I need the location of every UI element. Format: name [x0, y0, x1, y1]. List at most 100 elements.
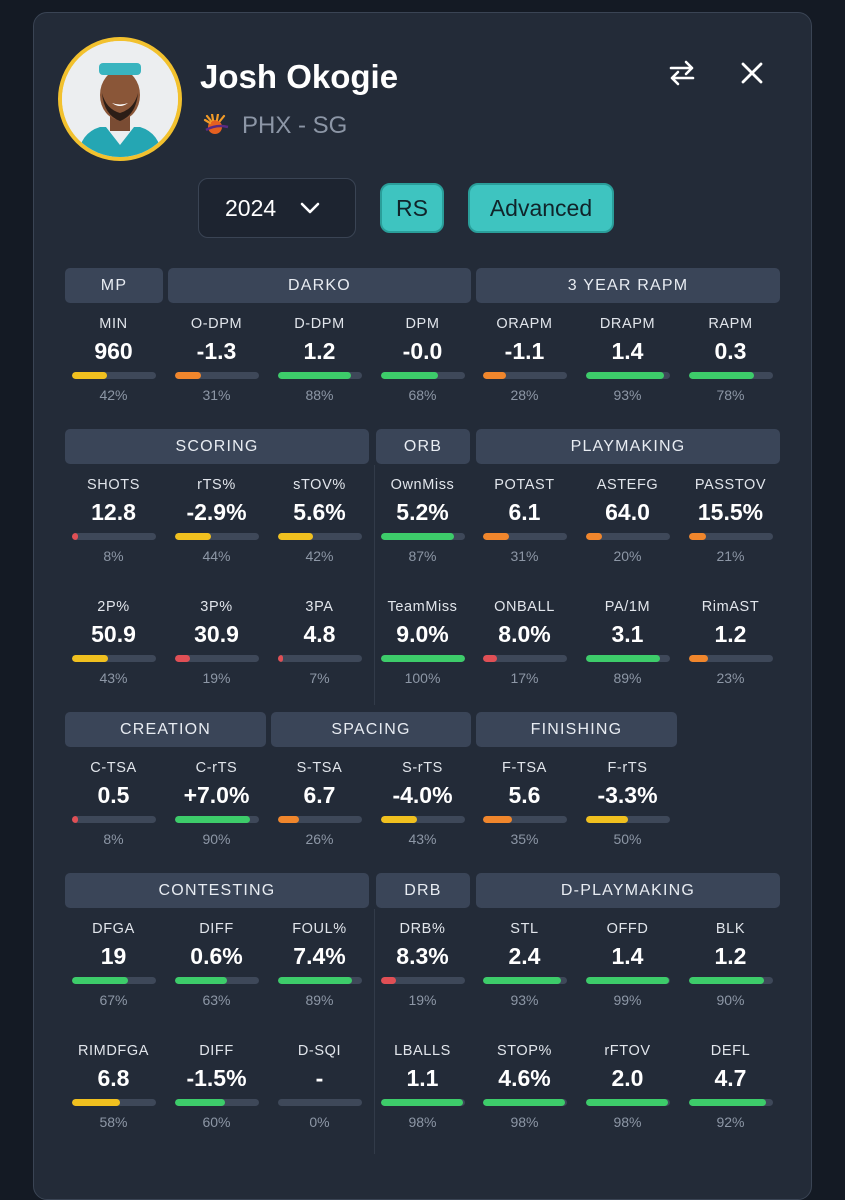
metric-drapm: DRAPM 1.4 93% — [576, 314, 679, 404]
metric-s-tsa: S-TSA 6.7 26% — [268, 758, 371, 848]
metric-stl: STL 2.4 93% — [473, 919, 576, 1009]
metric-value: 0.5 — [97, 782, 130, 808]
mode-button[interactable]: Advanced — [468, 183, 614, 233]
percentile-bar — [688, 1099, 773, 1106]
season-type-button[interactable]: RS — [380, 183, 444, 233]
percentile-label: 99% — [613, 992, 642, 1008]
metric-value: 1.4 — [611, 338, 644, 364]
percentile-label: 31% — [510, 548, 539, 564]
percentile-bar — [71, 816, 156, 823]
percentile-bar — [380, 977, 465, 984]
metric-value: 30.9 — [194, 621, 239, 647]
percentile-bar — [277, 816, 362, 823]
metric-label: STL — [510, 921, 539, 937]
percentile-bar — [71, 655, 156, 662]
percentile-label: 43% — [408, 831, 437, 847]
metric-defl: DEFL 4.7 92% — [679, 1041, 782, 1131]
suns-logo-icon — [202, 114, 230, 138]
close-icon[interactable] — [735, 56, 769, 90]
metric-label: DRAPM — [599, 316, 656, 332]
metric-value: 6.7 — [303, 782, 336, 808]
percentile-label: 28% — [510, 387, 539, 403]
metric-drb: DRB% 8.3% 19% — [371, 919, 474, 1009]
percentile-bar-fill — [277, 655, 284, 662]
metric-value: 5.6% — [293, 499, 346, 525]
metric-label: C-rTS — [195, 760, 238, 776]
metric-value: 4.7 — [714, 1065, 747, 1091]
percentile-bar — [380, 1099, 465, 1106]
metric-orapm: ORAPM -1.1 28% — [473, 314, 576, 404]
percentile-bar — [174, 816, 259, 823]
metric-value: 50.9 — [91, 621, 136, 647]
percentile-bar-fill — [174, 816, 251, 823]
percentile-bar — [585, 655, 670, 662]
percentile-bar — [174, 372, 259, 379]
metric-label: O-DPM — [190, 316, 243, 332]
swap-arrows-icon[interactable] — [665, 56, 699, 90]
percentile-label: 89% — [305, 992, 334, 1008]
percentile-label: 87% — [408, 548, 437, 564]
metric-label: OwnMiss — [390, 477, 455, 493]
section-header-orb: ORB — [376, 429, 470, 464]
percentile-bar — [277, 533, 362, 540]
metric-value: 5.2% — [396, 499, 449, 525]
percentile-bar — [277, 977, 362, 984]
metric-label: STOP% — [496, 1043, 553, 1059]
section-header-dplaymaking: D-PLAYMAKING — [476, 873, 780, 908]
metric-c-tsa: C-TSA 0.5 8% — [62, 758, 165, 848]
metric-value: 8.0% — [498, 621, 551, 647]
percentile-bar — [174, 1099, 259, 1106]
metric-value: -1.3 — [196, 338, 237, 364]
metric-label: F-rTS — [607, 760, 648, 776]
percentile-bar-fill — [277, 533, 313, 540]
metric-label: SHOTS — [87, 477, 140, 493]
metric-value: 960 — [94, 338, 133, 364]
metric-value: 0.3 — [714, 338, 747, 364]
percentile-label: 35% — [510, 831, 539, 847]
section-header-finishing: FINISHING — [476, 712, 677, 747]
percentile-label: 0% — [309, 1114, 330, 1130]
percentile-bar — [71, 372, 156, 379]
metric-label: LBALLS — [394, 1043, 451, 1059]
metric-diff: DIFF 0.6% 63% — [165, 919, 268, 1009]
percentile-label: 60% — [202, 1114, 231, 1130]
percentile-label: 78% — [716, 387, 745, 403]
percentile-bar-fill — [71, 816, 79, 823]
percentile-bar-fill — [277, 372, 352, 379]
percentile-bar-fill — [380, 977, 397, 984]
percentile-bar-fill — [585, 816, 628, 823]
percentile-label: 93% — [613, 387, 642, 403]
metric-value: 15.5% — [697, 499, 764, 525]
metric-value: 8.3% — [396, 943, 449, 969]
metric-stov: sTOV% 5.6% 42% — [268, 475, 371, 565]
metric-label: ONBALL — [494, 599, 555, 615]
percentile-bar — [277, 1099, 362, 1106]
percentile-label: 7% — [309, 670, 330, 686]
percentile-bar-fill — [585, 1099, 668, 1106]
metric-value: -2.9% — [186, 499, 247, 525]
percentile-bar — [688, 533, 773, 540]
percentile-bar — [71, 533, 156, 540]
percentile-bar-fill — [688, 655, 708, 662]
percentile-bar-fill — [482, 655, 497, 662]
metric-foul: FOUL% 7.4% 89% — [268, 919, 371, 1009]
metric-3p: 3P% 30.9 19% — [165, 597, 268, 687]
metric-value: 12.8 — [91, 499, 136, 525]
metric-value: -1.5% — [186, 1065, 247, 1091]
percentile-label: 8% — [103, 548, 124, 564]
percentile-bar — [277, 655, 362, 662]
metric-label: S-TSA — [296, 760, 343, 776]
percentile-bar-fill — [585, 372, 664, 379]
metric-label: RIMDFGA — [77, 1043, 150, 1059]
metric-value: 2.4 — [508, 943, 541, 969]
percentile-label: 8% — [103, 831, 124, 847]
column-divider — [374, 465, 375, 705]
metric-label: ASTEFG — [596, 477, 659, 493]
metric-value: 3.1 — [611, 621, 644, 647]
section-header-spacing: SPACING — [271, 712, 471, 747]
metric-value: 2.0 — [611, 1065, 644, 1091]
percentile-bar-fill — [688, 372, 755, 379]
metric-label: DEFL — [710, 1043, 751, 1059]
metric-rapm: RAPM 0.3 78% — [679, 314, 782, 404]
season-select[interactable]: 2024 — [198, 178, 356, 238]
